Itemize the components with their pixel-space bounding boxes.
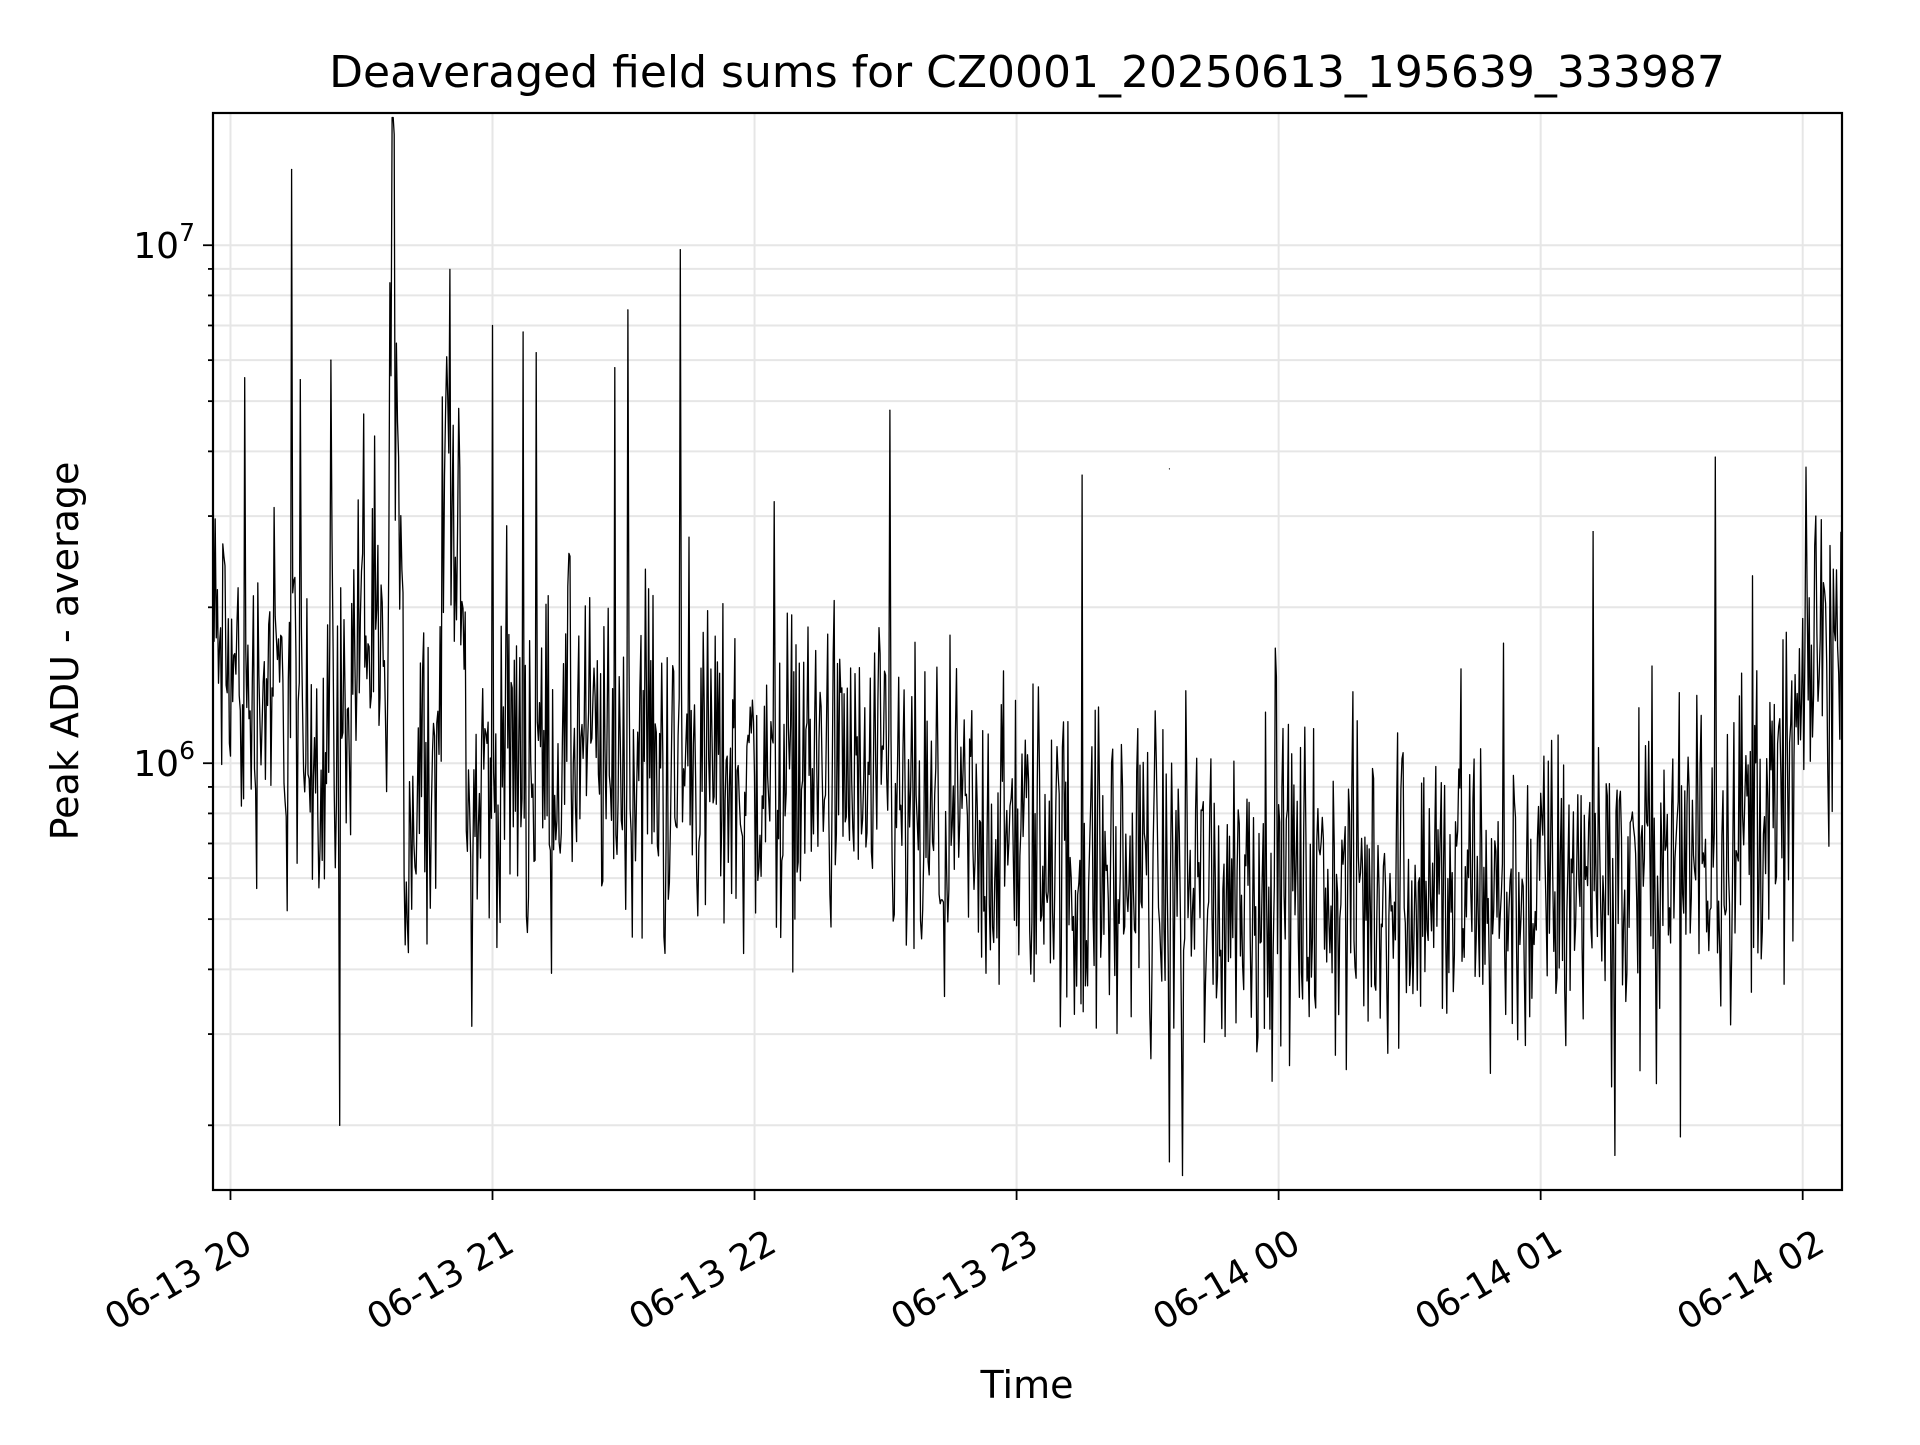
series-layer: [212, 116, 1843, 1177]
y-tick-label: 107: [133, 218, 195, 267]
y-tick-label-exponent: 7: [179, 218, 195, 247]
data-point: [1679, 1136, 1682, 1138]
x-axis-label: Time: [980, 1363, 1074, 1407]
data-point: [1614, 1154, 1616, 1156]
chart-title: Deaveraged field sums for CZ0001_2025061…: [329, 47, 1725, 98]
data-point: [330, 359, 332, 361]
data-point: [1168, 1161, 1171, 1163]
y-tick-label: 106: [133, 736, 195, 785]
data-point: [291, 168, 293, 171]
data-point: [299, 379, 301, 381]
y-tick-label-base: 10: [133, 744, 179, 785]
data-point: [535, 352, 537, 354]
data-point: [1168, 468, 1171, 470]
plot-area-frame: [211, 111, 1844, 1192]
data-point: [614, 367, 616, 369]
data-point: [1714, 456, 1716, 458]
y-tick-label-exponent: 6: [179, 736, 195, 765]
data-point: [1815, 515, 1817, 517]
data-point: [679, 249, 681, 251]
data-point: [889, 409, 891, 411]
data-point: [522, 331, 524, 333]
data-point: [1081, 474, 1083, 476]
data-point: [627, 309, 629, 311]
data-point: [1181, 1174, 1184, 1177]
data-point: [339, 1124, 341, 1126]
y-tick-label-base: 10: [133, 226, 179, 267]
data-point: [491, 324, 494, 327]
data-point: [1592, 530, 1594, 533]
series-line: [212, 116, 1843, 1177]
y-axis-label: Peak ADU - average: [43, 462, 87, 841]
